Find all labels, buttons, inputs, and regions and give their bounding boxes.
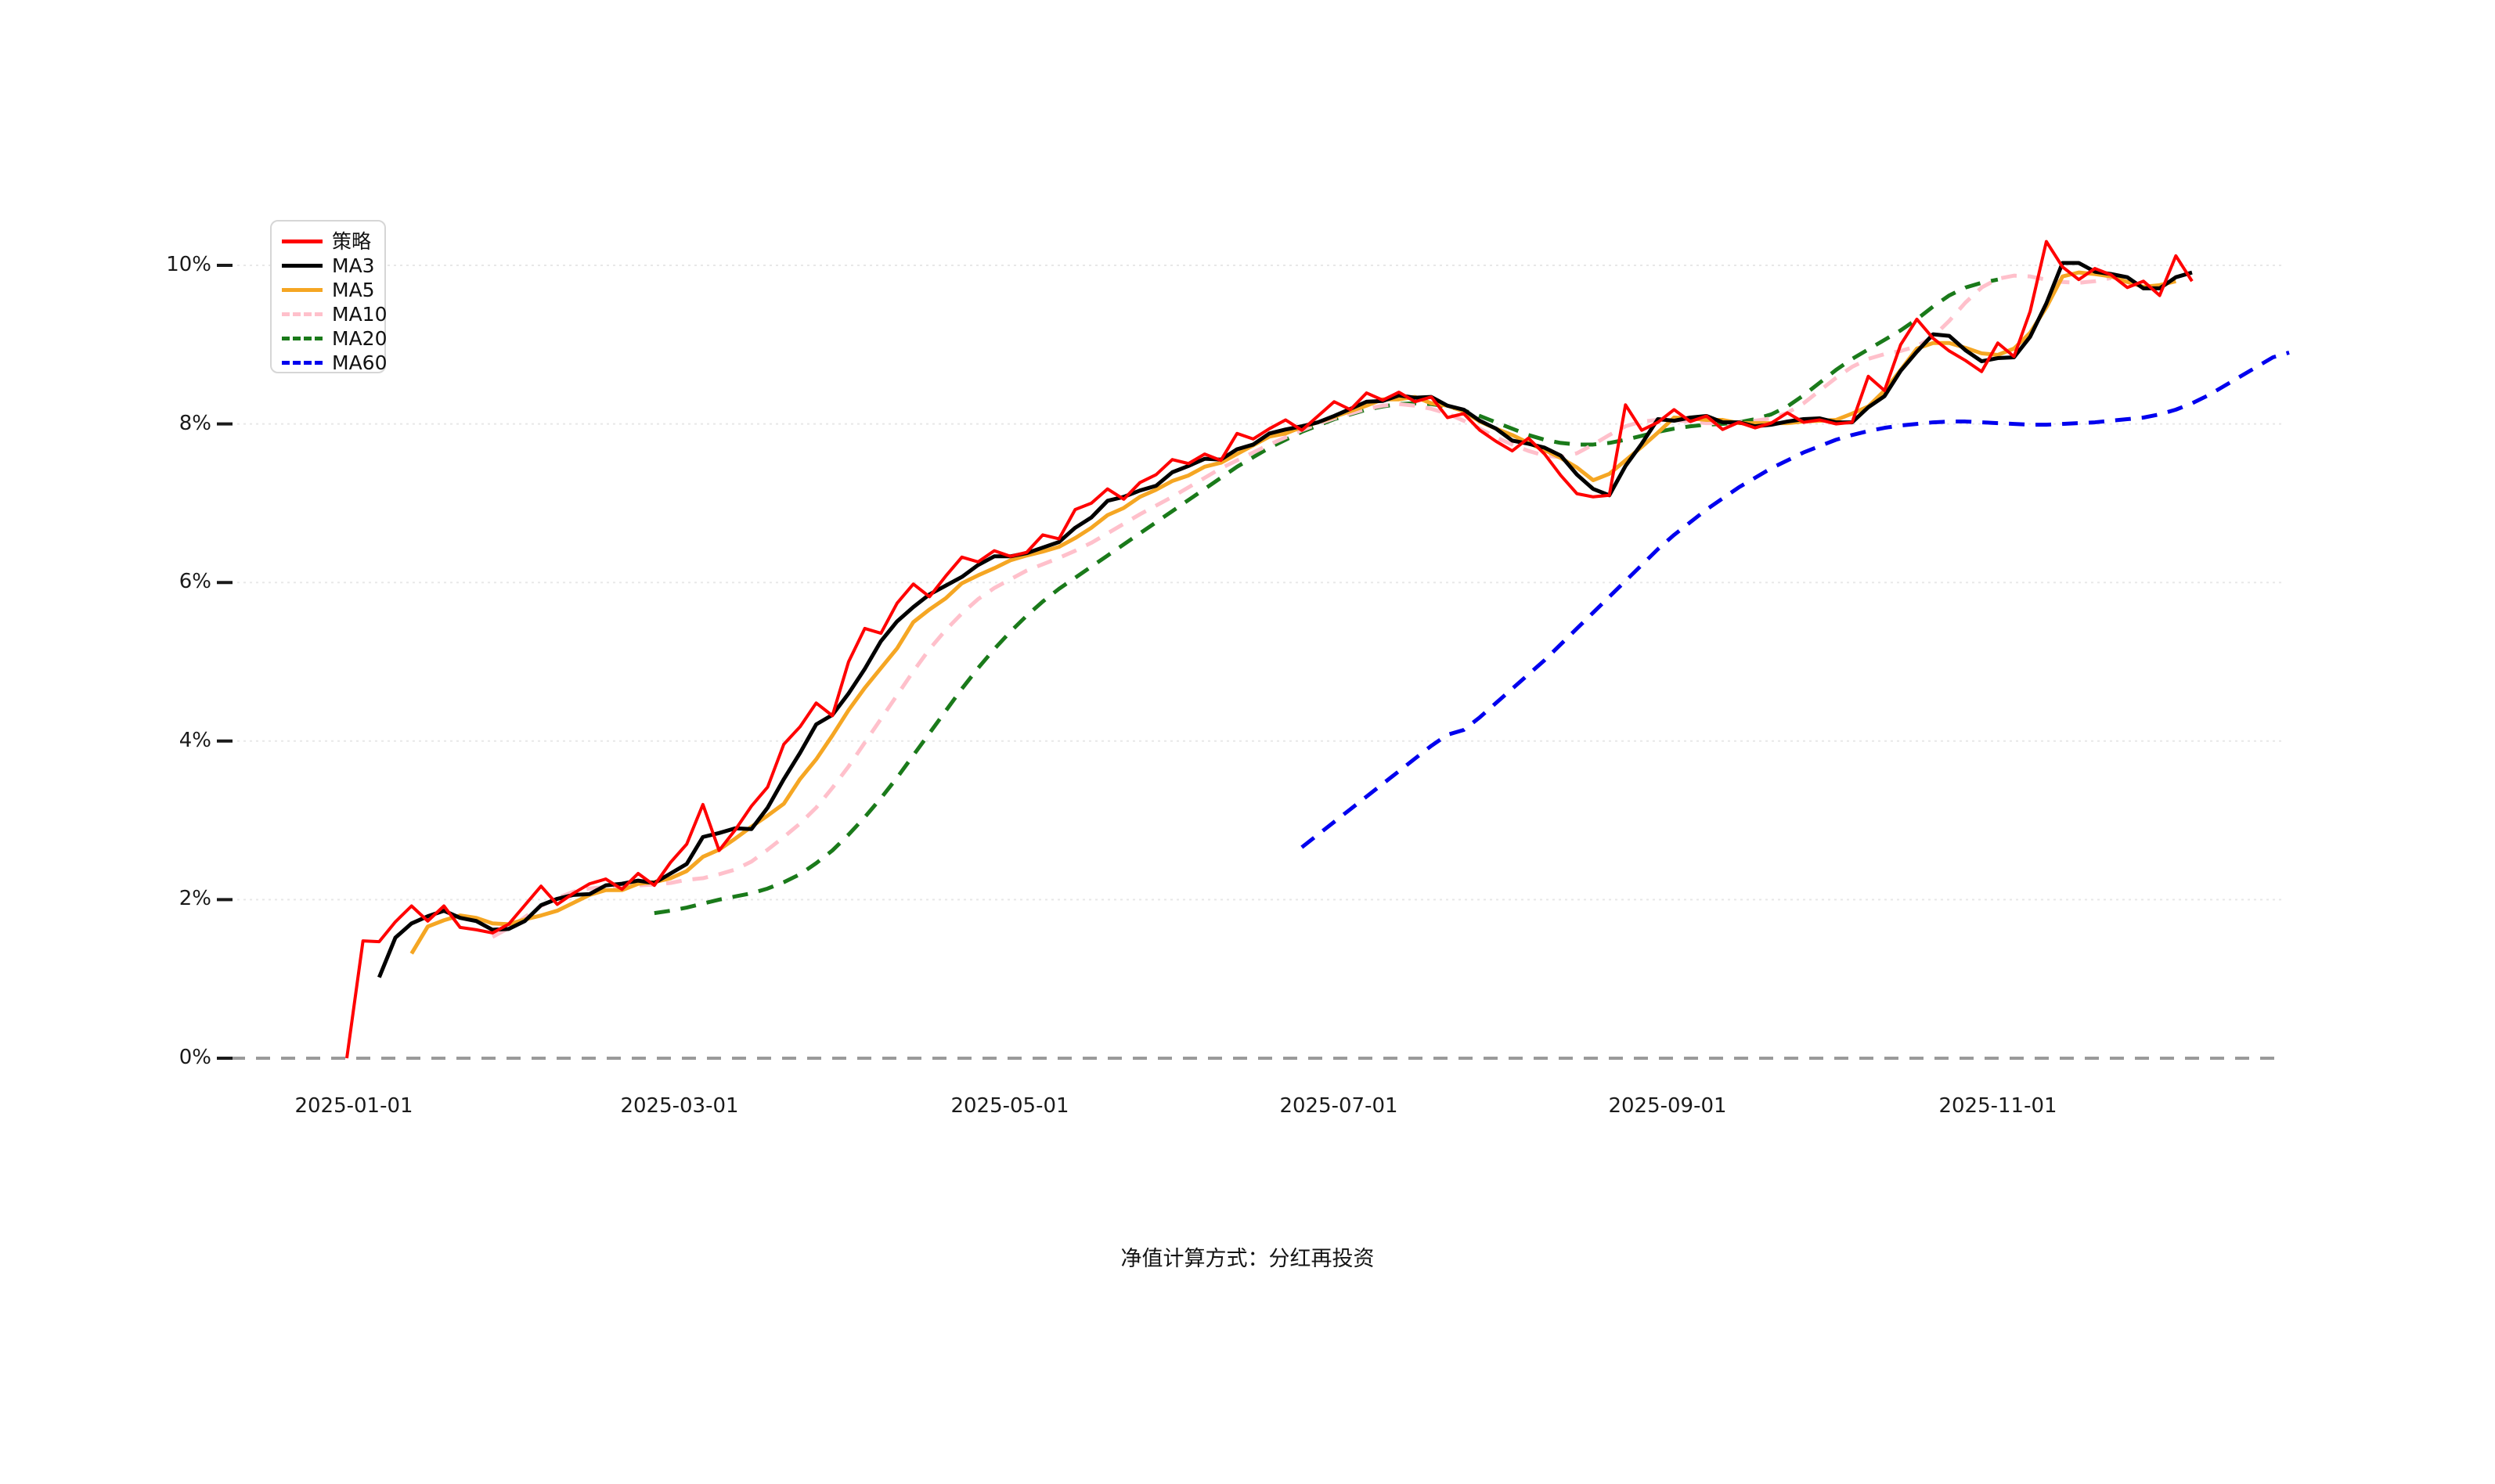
x-axis-label: 2025-11-01 xyxy=(1938,1094,2057,1118)
chart-footnote: 净值计算方式：分红再投资 xyxy=(1120,1247,1375,1271)
legend-item-label: MA60 xyxy=(332,351,388,374)
legend-item-label: MA3 xyxy=(332,254,375,277)
x-axis-label: 2025-07-01 xyxy=(1279,1094,1398,1118)
legend-swatch-line-icon xyxy=(282,312,323,316)
x-axis-label: 2025-01-01 xyxy=(294,1094,413,1118)
legend-item-MA10[interactable]: MA10 xyxy=(272,302,388,326)
legend-swatch-line-icon xyxy=(282,240,323,243)
chart-legend[interactable]: 策略 MA3 MA5 MA10 MA20 MA60 xyxy=(270,220,388,375)
series-line-ma60 xyxy=(1300,351,2290,849)
series-line-strategy xyxy=(345,240,2194,1059)
y-axis-label: 0% xyxy=(178,1046,211,1069)
x-axis-label: 2025-05-01 xyxy=(950,1094,1069,1118)
legend-item-MA5[interactable]: MA5 xyxy=(272,278,384,302)
legend-item-MA60[interactable]: MA60 xyxy=(272,351,388,375)
x-axis-label: 2025-03-01 xyxy=(620,1094,739,1118)
legend-swatch-line-icon xyxy=(282,361,323,365)
y-axis-tick-marks xyxy=(217,264,233,1060)
legend-item-MA3[interactable]: MA3 xyxy=(272,254,384,278)
legend-swatch-line-icon xyxy=(282,264,323,268)
legend-item-label: MA20 xyxy=(332,327,388,350)
legend-item-策略[interactable]: 策略 xyxy=(272,229,384,254)
data-series-group xyxy=(345,240,2290,1059)
legend-item-label: MA5 xyxy=(332,279,375,301)
legend-item-MA20[interactable]: MA20 xyxy=(272,326,388,351)
legend-item-label: 策略 xyxy=(332,230,372,253)
y-axis-label: 2% xyxy=(178,887,211,911)
y-axis-label: 8% xyxy=(178,411,211,435)
y-axis-label: 10% xyxy=(166,253,211,276)
x-axis-label: 2025-09-01 xyxy=(1608,1094,1727,1118)
series-line-ma3 xyxy=(377,261,2193,978)
series-line-ma20 xyxy=(654,277,1999,916)
legend-swatch-line-icon xyxy=(282,288,323,292)
legend-item-label: MA10 xyxy=(332,303,388,326)
series-line-ma5 xyxy=(409,270,2176,955)
legend-swatch-line-icon xyxy=(282,337,323,340)
y-axis-label: 4% xyxy=(178,728,211,752)
y-axis-label: 6% xyxy=(178,570,211,594)
